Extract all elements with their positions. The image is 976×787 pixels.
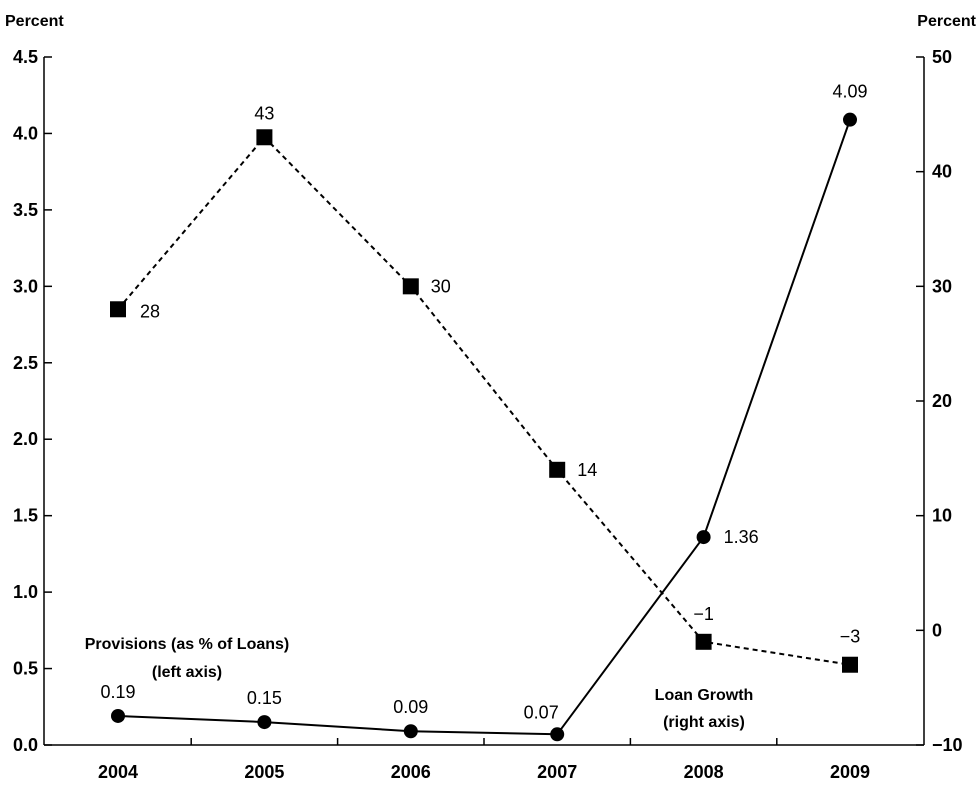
left-tick-label: 4.0 [13, 123, 38, 143]
provisions-line [117, 119, 851, 736]
x-tick-label: 2008 [684, 762, 724, 782]
loan-growth-axis-note: (right axis) [663, 714, 745, 731]
provisions-marker [843, 112, 857, 127]
right-tick-label: −10 [932, 735, 963, 755]
provisions-data-label: 0.19 [100, 682, 135, 702]
loan-growth-data-label: 28 [140, 301, 160, 321]
loan-growth-marker [549, 461, 566, 478]
loan-growth-data-label: 43 [254, 103, 274, 123]
loan-growth-marker [110, 301, 126, 318]
provisions-data-label: 1.36 [724, 527, 759, 547]
provisions-marker [111, 708, 125, 723]
x-tick-label: 2006 [391, 762, 431, 782]
right-axis-ticks: −10 0 10 20 30 40 50 [916, 47, 963, 755]
series-layer: 28 43 30 14 −1 −3 0.19 0.15 0.09 0.07 1.36 4.09 [100, 82, 868, 742]
provisions-marker [550, 727, 565, 742]
left-tick-label: 0.5 [13, 659, 38, 679]
provisions-marker [696, 530, 711, 545]
left-tick-label: 1.5 [13, 506, 38, 526]
right-tick-label: 10 [932, 506, 952, 526]
loan-growth-data-label: −1 [693, 604, 714, 624]
provisions-series-name: Provisions (as % of Loans) [85, 636, 289, 653]
x-axis-ticks: 2004 2005 2006 2007 2008 2009 [98, 738, 870, 782]
right-tick-label: 50 [932, 47, 952, 67]
x-tick-label: 2009 [830, 762, 870, 782]
loan-growth-line [117, 135, 851, 666]
right-tick-label: 30 [932, 276, 952, 296]
left-tick-label: 0.0 [13, 735, 38, 755]
loan-growth-annotation: Loan Growth (right axis) [655, 687, 754, 731]
loan-growth-data-label: −3 [840, 627, 861, 647]
loan-growth-data-label: 14 [577, 460, 597, 480]
provisions-marker [257, 715, 272, 730]
provisions-marker [403, 724, 418, 739]
left-tick-label: 3.0 [13, 276, 38, 296]
left-tick-label: 2.0 [13, 429, 38, 449]
loan-growth-marker [842, 656, 858, 673]
right-tick-label: 40 [932, 162, 952, 182]
right-tick-label: 0 [932, 620, 942, 640]
loan-growth-marker [256, 129, 273, 146]
provisions-data-label: 4.09 [832, 82, 867, 102]
left-axis-ticks: 0.0 0.5 1.0 1.5 2.0 2.5 3.0 3.5 4.0 4.5 [13, 47, 52, 755]
loan-growth-marker [695, 633, 712, 650]
loan-growth-marker [402, 278, 419, 295]
loan-growth-data-label: 30 [431, 276, 451, 296]
provisions-annotation: Provisions (as % of Loans) (left axis) [85, 636, 289, 681]
x-tick-label: 2005 [244, 762, 284, 782]
x-tick-label: 2004 [98, 762, 138, 782]
left-tick-label: 1.0 [13, 582, 38, 602]
provisions-data-label: 0.07 [524, 702, 559, 722]
left-tick-label: 2.5 [13, 353, 38, 373]
provisions-data-label: 0.15 [247, 688, 282, 708]
provisions-axis-note: (left axis) [152, 664, 222, 681]
right-tick-label: 20 [932, 391, 952, 411]
left-tick-label: 3.5 [13, 200, 38, 220]
right-axis-unit: Percent [917, 13, 976, 30]
loan-growth-series-name: Loan Growth [655, 687, 754, 704]
left-axis-unit: Percent [5, 13, 64, 30]
x-tick-label: 2007 [537, 762, 577, 782]
provisions-data-label: 0.09 [393, 697, 428, 717]
left-tick-label: 4.5 [13, 47, 38, 67]
